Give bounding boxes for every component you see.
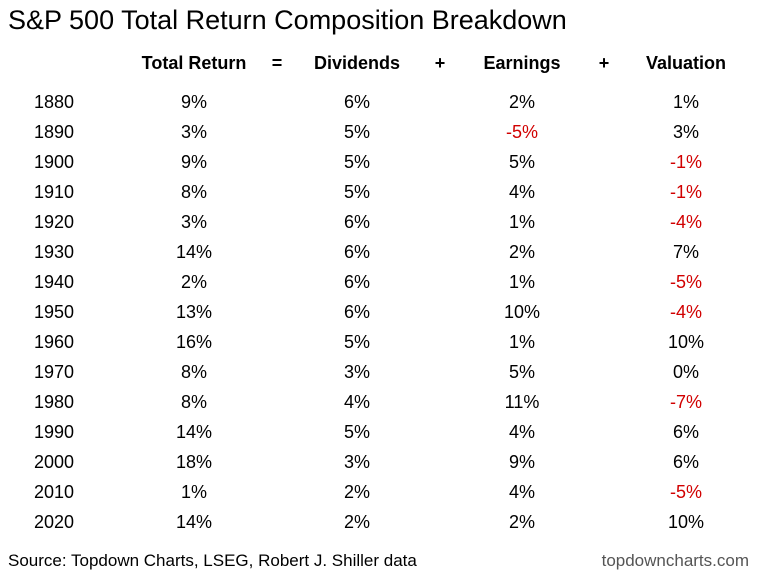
earnings-cell: 2% [508,242,536,262]
total-return-cell: 9% [180,152,208,172]
total-return-cell: 8% [180,182,208,202]
site-credit: topdowncharts.com [601,551,749,570]
valuation-cell: 1% [672,92,700,112]
year-cell: 1960 [34,332,75,352]
earnings-cell: 9% [508,452,536,472]
dividends-cell: 5% [343,332,371,352]
earnings-cell: 1% [508,212,536,232]
source-note: Source: Topdown Charts, LSEG, Robert J. … [8,551,417,570]
year-cell: 1910 [34,182,75,202]
year-cell: 1930 [34,242,75,262]
earnings-cell: 4% [508,422,536,442]
valuation-cell: 3% [672,122,700,142]
total-return-cell: 9% [180,92,208,112]
earnings-cell: 5% [508,152,536,172]
total-return-cell: 14% [175,242,213,262]
earnings-cell: 11% [504,392,540,412]
total-return-cell: 8% [180,392,208,412]
year-cell: 1880 [34,92,75,112]
earnings-cell: 1% [508,332,536,352]
header-valuation: Valuation [645,53,727,73]
valuation-cell: 10% [667,512,705,532]
dividends-cell: 3% [343,452,371,472]
earnings-cell: 4% [508,182,536,202]
earnings-cell: 2% [508,92,536,112]
header-plus-sign-2: + [598,53,610,73]
total-return-cell: 16% [175,332,213,352]
dividends-cell: 5% [343,152,371,172]
dividends-cell: 2% [343,482,371,502]
year-cell: 2020 [34,512,75,532]
dividends-cell: 6% [343,242,371,262]
year-cell: 1980 [34,392,75,412]
total-return-cell: 1% [180,482,208,502]
earnings-cell: 5% [508,362,536,382]
year-cell: 1920 [34,212,75,232]
header-dividends: Dividends [313,53,401,73]
earnings-cell: 4% [508,482,536,502]
dividends-cell: 5% [343,422,371,442]
earnings-cell: 1% [508,272,536,292]
total-return-cell: 14% [175,422,213,442]
total-return-cell: 13% [175,302,213,322]
dividends-cell: 2% [343,512,371,532]
valuation-cell: -1% [669,152,703,172]
total-return-cell: 2% [180,272,208,292]
total-return-cell: 3% [180,122,208,142]
dividends-cell: 6% [343,272,371,292]
header-equals-sign: = [271,53,283,73]
year-cell: 1900 [34,152,75,172]
header-total-return: Total Return [141,53,247,73]
dividends-cell: 5% [343,122,371,142]
year-cell: 1950 [34,302,75,322]
dividends-cell: 6% [343,302,371,322]
total-return-cell: 3% [180,212,208,232]
valuation-cell: -7% [669,392,703,412]
header-earnings: Earnings [483,53,561,73]
valuation-cell: -5% [669,482,703,502]
dividends-cell: 5% [343,182,371,202]
valuation-cell: -4% [669,302,703,322]
valuation-cell: -1% [669,182,703,202]
year-cell: 1940 [34,272,75,292]
total-return-cell: 8% [180,362,208,382]
year-cell: 1890 [34,122,75,142]
chart-title: S&P 500 Total Return Composition Breakdo… [8,5,567,35]
year-cell: 1990 [34,422,75,442]
dividends-cell: 6% [343,92,371,112]
valuation-cell: 7% [672,242,700,262]
earnings-cell: 10% [503,302,541,322]
dividends-cell: 6% [343,212,371,232]
year-cell: 1970 [34,362,75,382]
header-plus-sign-1: + [434,53,446,73]
dividends-cell: 4% [343,392,371,412]
valuation-cell: 6% [672,452,700,472]
valuation-cell: -4% [669,212,703,232]
valuation-cell: 10% [667,332,705,352]
dividends-cell: 3% [343,362,371,382]
year-cell: 2000 [34,452,75,472]
total-return-cell: 18% [175,452,213,472]
total-return-cell: 14% [175,512,213,532]
valuation-cell: 6% [672,422,700,442]
year-cell: 2010 [34,482,75,502]
earnings-cell: -5% [505,122,539,142]
valuation-cell: -5% [669,272,703,292]
earnings-cell: 2% [508,512,536,532]
valuation-cell: 0% [672,362,700,382]
